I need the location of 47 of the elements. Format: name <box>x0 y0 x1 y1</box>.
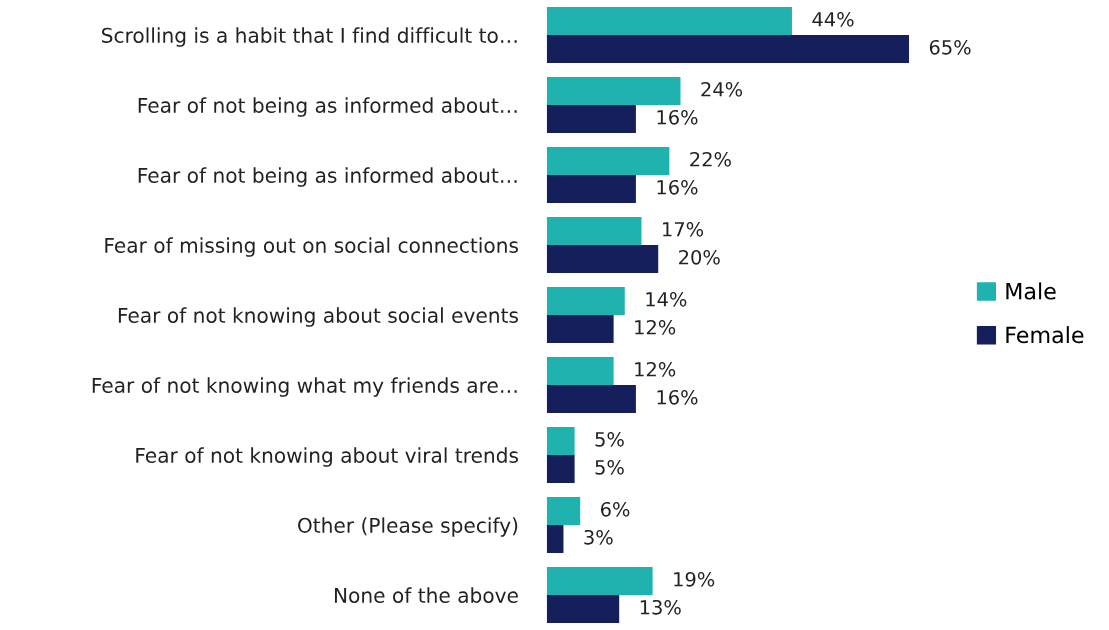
y-tick-label: None of the above <box>334 587 518 603</box>
data-label: 13% <box>640 599 681 615</box>
legend-label: Male <box>1006 282 1056 300</box>
data-label: 19% <box>674 571 715 587</box>
bar <box>546 595 620 623</box>
y-tick-label: Fear of not knowing about social events <box>118 307 518 327</box>
y-tick-label: Fear of not being as informed about… <box>138 97 517 117</box>
data-label: 12% <box>635 319 676 335</box>
legend-label: Female <box>1006 326 1084 344</box>
data-label: 16% <box>657 179 698 195</box>
y-tick-label: Fear of missing out on social connections <box>105 237 518 257</box>
data-label: 20% <box>679 249 720 265</box>
bar <box>546 497 581 525</box>
data-label: 17% <box>663 221 704 237</box>
bar <box>546 427 575 455</box>
bar <box>546 287 625 315</box>
bar <box>546 77 681 105</box>
data-label: 16% <box>657 109 698 125</box>
data-label: 6% <box>600 501 630 517</box>
bar <box>546 315 614 343</box>
bar <box>546 455 575 483</box>
data-label: 5% <box>595 459 624 475</box>
bar <box>546 35 910 63</box>
bar <box>546 567 653 595</box>
data-label: 16% <box>657 389 698 405</box>
bar <box>546 525 564 553</box>
data-label: 3% <box>584 529 613 545</box>
data-label: 5% <box>595 431 624 447</box>
bar <box>546 105 636 133</box>
y-tick-label: Fear of not knowing what my friends are… <box>92 377 517 397</box>
data-label: 12% <box>635 361 676 377</box>
data-label: 14% <box>646 291 687 307</box>
bar <box>546 357 614 385</box>
bar <box>546 147 670 175</box>
bar <box>546 245 659 273</box>
data-label: 65% <box>929 39 971 55</box>
data-label: 24% <box>701 81 743 97</box>
bar <box>546 7 792 35</box>
data-label: 44% <box>812 11 854 27</box>
y-tick-label: Fear of not knowing about viral trends <box>136 447 518 467</box>
data-label: 22% <box>690 151 731 167</box>
bar <box>546 175 636 203</box>
y-tick-label: Scrolling is a habit that I find difficult to… <box>102 27 517 47</box>
bar <box>546 217 642 245</box>
y-tick-label: Other (Please specify) <box>298 517 518 537</box>
y-tick-label: Fear of not being as informed about… <box>138 167 517 187</box>
bar <box>546 385 636 413</box>
